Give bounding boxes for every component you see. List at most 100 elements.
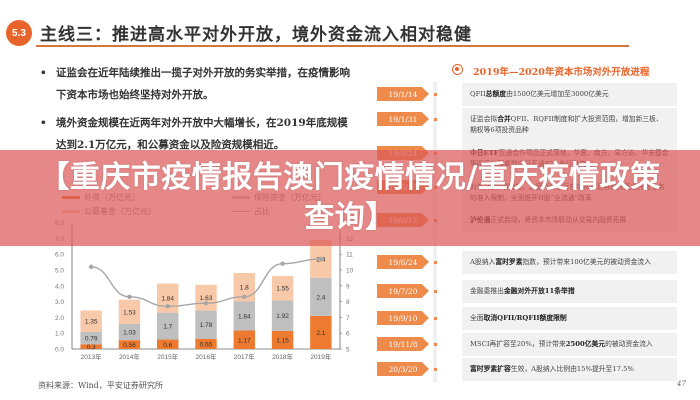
left-tick-label: 4.0 (55, 283, 64, 290)
left-tick-label: 5.0 (55, 268, 64, 275)
date-tag: 20/3/20 (377, 362, 429, 376)
timeline-event: MSCI再扩容至20%，预计带来2500亿美元的被动资金流入 (462, 333, 677, 356)
timeline-event: A股纳入富时罗素指数，预计带来100亿美元的被动资金流入 (462, 251, 677, 274)
bar-segment (195, 284, 217, 311)
left-tick-label: 3.0 (55, 299, 64, 306)
event-text: MSCI再扩容至20%，预计带来 (470, 340, 566, 348)
date-tag: 19/1/14 (377, 87, 429, 101)
event-text: 金融委推出 (470, 287, 504, 295)
event-text: A股纳入 (470, 258, 496, 266)
event-highlight: 总额度 (485, 90, 507, 98)
right-tick-label: 6 (346, 331, 350, 338)
bar-value-label: 1.15 (276, 337, 289, 344)
ratio-point (280, 261, 285, 266)
timeline-event: 富时罗素扩容生效，A股纳入比例由15%提升至17.5% (462, 358, 677, 381)
right-tick-label: 8 (346, 299, 350, 306)
timeline-marker (434, 118, 437, 121)
category-label: 2018年 (272, 352, 293, 361)
bar-value-label: 1.17 (238, 337, 251, 344)
bar-value-label: 0.65 (200, 341, 213, 348)
bar-segment (310, 315, 332, 349)
event-text: 全面 (470, 314, 484, 322)
event-highlight: 2500亿美元 (565, 340, 606, 348)
bar-value-label: 0.79 (85, 336, 98, 343)
category-label: 2014年 (119, 352, 140, 361)
title-divider (36, 45, 629, 47)
source-note: 资料来源：Wind，平安证券研究所 (38, 381, 163, 390)
left-tick-label: 6.0 (55, 252, 64, 259)
timeline-marker (434, 343, 437, 346)
timeline-event: 金融委推出金融对外开放11条举措 (462, 280, 677, 303)
bar-segment (233, 301, 256, 331)
bar-segment (310, 277, 332, 316)
category-label: 2015年 (157, 352, 178, 361)
right-tick-label: 9 (346, 283, 350, 290)
bar-value-label: 1.84 (238, 313, 251, 320)
event-text: 的被动资金流入 (605, 340, 653, 348)
event-highlight: 取消QFII/RQFII额度限制 (483, 314, 567, 322)
bar-segment (156, 339, 179, 349)
timeline-marker (434, 93, 437, 96)
right-tick-label: 5 (346, 347, 350, 354)
bar-segment (271, 300, 294, 331)
date-tag: 19/1/31 (377, 112, 429, 126)
bar-value-label: 0.6 (163, 342, 172, 349)
bar-value-label: 1.92 (276, 313, 289, 320)
event-text: 生效，A股纳入比例由15%提升至17.5% (510, 365, 634, 373)
bar-value-label: 1.53 (123, 309, 136, 316)
page-number: 47 (677, 380, 686, 388)
bar-value-label: 1.63 (200, 295, 213, 302)
date-tag: 19/6/24 (377, 255, 429, 269)
bar-segment (156, 312, 179, 340)
bar-value-label: 0.3 (87, 344, 96, 351)
timeline-event: 全面取消QFII/RQFII额度限制 (462, 307, 677, 330)
event-highlight: 合并 (497, 115, 511, 123)
event-text: 指数，预计带来100亿美元的被动资金流入 (522, 258, 652, 266)
bar-segment (271, 276, 294, 301)
bar-segment (80, 344, 102, 349)
timeline-marker (434, 317, 437, 320)
stacked-bar-chart: 0.01.02.03.04.05.06.07.08.0567891011120.… (55, 220, 354, 361)
bar-value-label: 2.4 (316, 294, 325, 301)
bar-segment (195, 338, 217, 349)
right-tick-label: 11 (346, 252, 353, 259)
event-text: QFII、RQFII制度和扩大投资范围，增加新三板、期权等6项投资品种 (470, 115, 663, 134)
bar-segment (195, 310, 217, 339)
banner-text: 【重庆市疫情报告澳门疫情情况/重庆疫情政策查询】 (39, 160, 661, 235)
event-highlight: 富时罗素 (495, 258, 523, 266)
left-tick-label: 1.0 (55, 331, 64, 338)
date-tag: 19/11/8 (377, 337, 429, 351)
target-icon (452, 64, 463, 75)
timeline-marker (434, 290, 437, 293)
event-text: QFII (470, 90, 486, 98)
bar-segment (271, 330, 294, 349)
right-tick-label: 10 (346, 268, 354, 275)
bar-segment (233, 330, 256, 349)
bar-value-label: 1.8 (240, 285, 249, 292)
ratio-point (318, 256, 324, 262)
bar-value-label: 1.84 (161, 296, 174, 303)
bar-value-label: 2.1 (316, 330, 325, 337)
section-number-badge: 5.3 (6, 20, 32, 46)
date-tag: 19/7/20 (377, 284, 429, 298)
overlay-banner: 【重庆市疫情报告澳门疫情情况/重庆疫情政策查询】 (0, 150, 700, 246)
bar-value-label: 0.56 (123, 342, 136, 349)
page-title: 主线三：推进高水平对外开放，境外资金流入相对稳健 (40, 25, 472, 45)
category-label: 2013年 (81, 352, 102, 361)
bar-segment (118, 299, 141, 324)
category-label: 2019年 (310, 352, 331, 361)
event-text: 由1500亿美元增加至3000亿美元 (506, 90, 609, 98)
bar-segment (118, 340, 141, 349)
timeline-event: QFII总额度由1500亿美元增加至3000亿美元 (462, 83, 677, 106)
category-label: 2016年 (196, 352, 217, 361)
event-highlight: 富时罗素扩容 (470, 365, 511, 373)
bar-segment (80, 310, 102, 332)
bar-value-label: 1.03 (123, 330, 136, 337)
event-text: 证监会拟 (470, 115, 498, 123)
bar-value-label: 1.35 (85, 319, 98, 326)
ratio-point (88, 264, 94, 270)
left-tick-label: 0.0 (55, 347, 64, 354)
bar-value-label: 1.7 (163, 324, 172, 331)
bullet-item: 证监会在近年陆续推出一揽子对外开放的务实举措，在疫情影响下资本市场也始终坚持对外… (38, 62, 358, 106)
